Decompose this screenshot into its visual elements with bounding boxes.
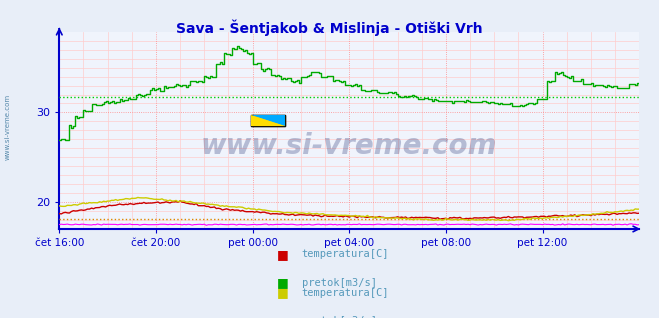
Text: ■: ■ xyxy=(277,286,289,299)
Text: Sava - Šentjakob & Mislinja - Otiški Vrh: Sava - Šentjakob & Mislinja - Otiški Vrh xyxy=(176,19,483,36)
FancyBboxPatch shape xyxy=(250,114,285,127)
Polygon shape xyxy=(250,114,285,127)
Text: temperatura[C]: temperatura[C] xyxy=(302,249,389,259)
Text: temperatura[C]: temperatura[C] xyxy=(302,287,389,298)
Text: www.si-vreme.com: www.si-vreme.com xyxy=(201,132,498,160)
Text: ■: ■ xyxy=(277,248,289,261)
Text: pretok[m3/s]: pretok[m3/s] xyxy=(302,316,377,318)
Text: pretok[m3/s]: pretok[m3/s] xyxy=(302,278,377,288)
Text: ■: ■ xyxy=(277,277,289,289)
Text: ■: ■ xyxy=(277,315,289,318)
Polygon shape xyxy=(250,114,285,127)
Text: www.si-vreme.com: www.si-vreme.com xyxy=(5,94,11,160)
FancyBboxPatch shape xyxy=(250,114,285,127)
